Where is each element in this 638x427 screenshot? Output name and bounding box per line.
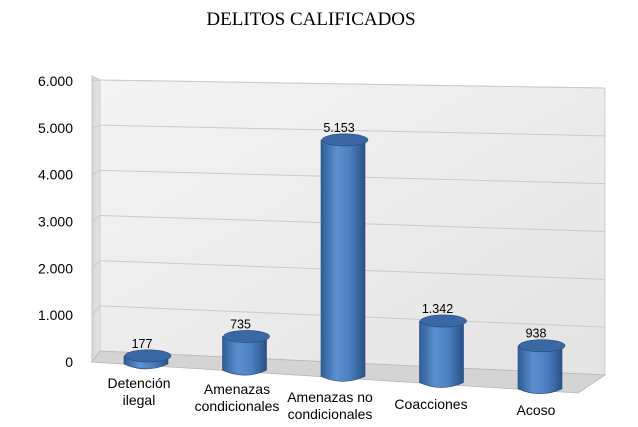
data-label: 1.342 [422,302,453,316]
data-label: 5.153 [323,121,354,135]
data-label: 177 [132,337,153,351]
gridline-side [91,215,101,222]
gridline-side [91,169,101,176]
bar-top [420,314,467,328]
gridline-side [91,79,101,82]
data-label: 735 [230,317,251,331]
bar [320,139,366,382]
x-category-label: Detención ilegal [107,375,170,408]
x-category-label: Amenazas no condicionales [287,389,373,422]
data-label: 938 [526,327,547,341]
x-category-label: Acoso [517,402,556,418]
y-tick-label: 3.000 [38,214,73,230]
y-tick-label: 2.000 [38,260,73,276]
y-tick-label: 6.000 [38,73,73,89]
y-tick-label: 4.000 [38,167,73,183]
bar [222,336,267,376]
y-tick-label: 1.000 [38,307,73,323]
chart-title: DELITOS CALIFICADOS [206,9,415,30]
y-tick-label: 0 [65,354,73,370]
bar-top [518,339,566,353]
bar [419,320,464,388]
gridline-side [91,305,101,316]
x-category-label: Amenazas condicionales [195,381,280,414]
bar-top [223,330,270,343]
gridline-side [91,260,101,269]
bar [517,345,563,395]
gridline-side [91,124,101,129]
gridline [99,124,606,137]
y-tick-label: 5.000 [38,120,73,136]
bar-top [321,133,369,147]
gridline [99,79,606,89]
bar-top [124,349,172,363]
x-category-label: Coacciones [394,396,467,412]
